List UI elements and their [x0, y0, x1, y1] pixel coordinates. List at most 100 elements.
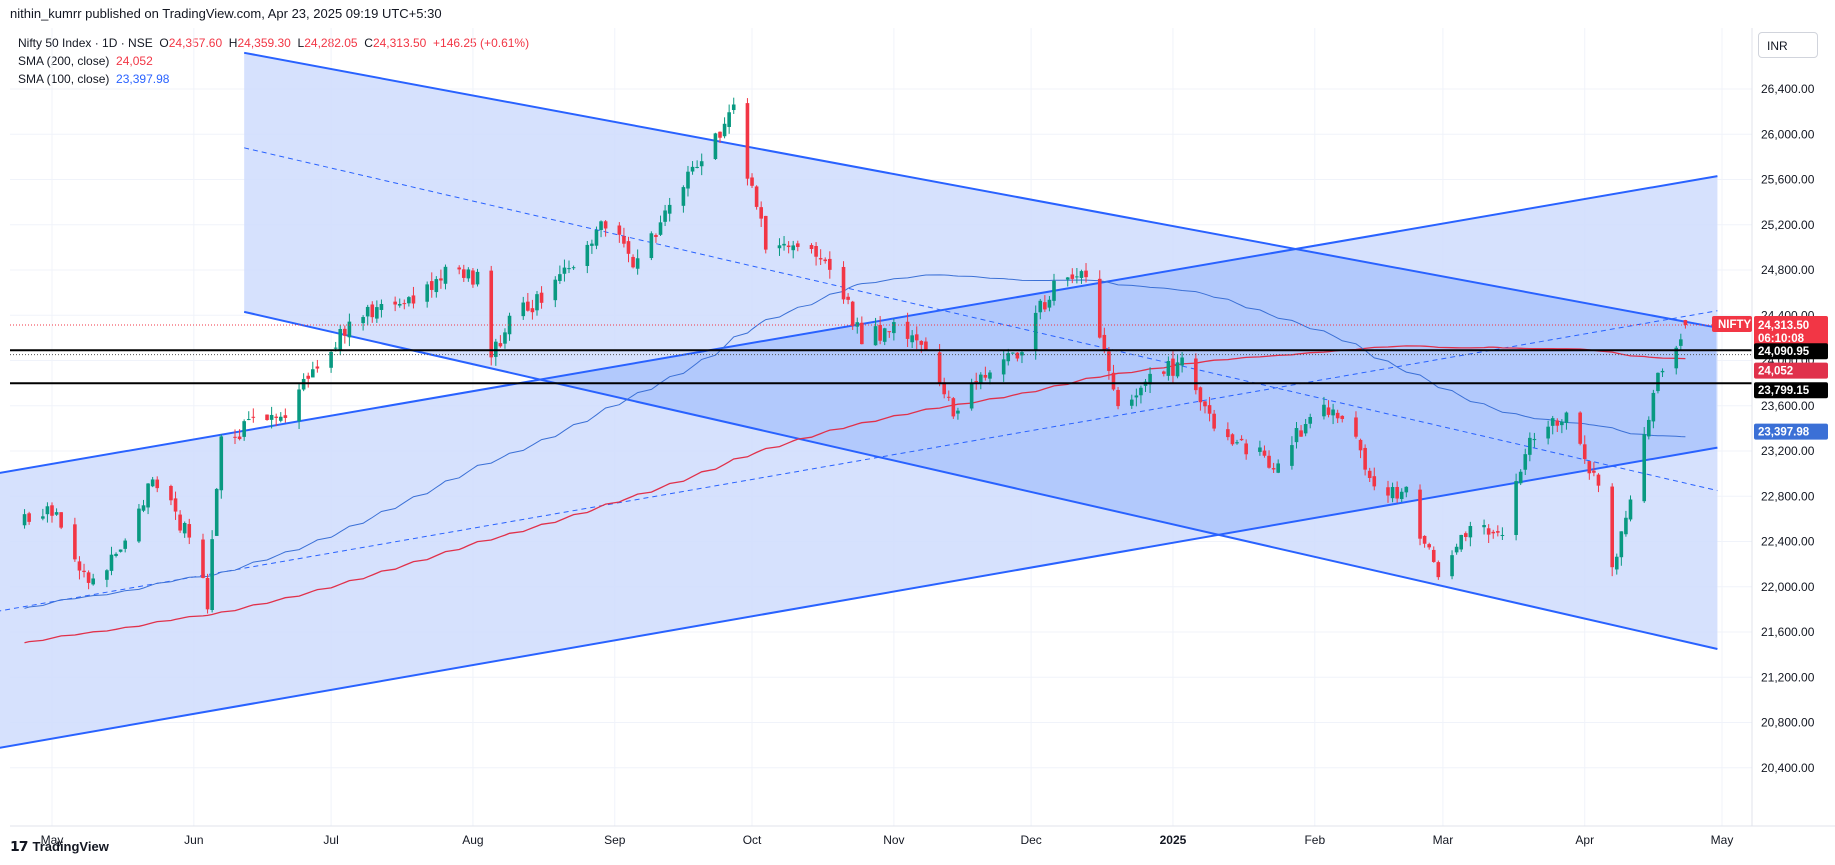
candle-down [526, 301, 530, 311]
ascending-lower-line [0, 446, 1718, 749]
candle-down [763, 215, 768, 250]
price-tick-label: 24,800.00 [1761, 263, 1815, 277]
candle-up [1129, 399, 1134, 406]
time-tick-label: Jul [323, 833, 338, 847]
candle-up [777, 245, 782, 249]
open-value: 24,357.60 [168, 36, 223, 50]
time-tick-label: Sep [604, 833, 626, 847]
candle-up [123, 540, 128, 549]
sma200-label: SMA (200, close) [18, 54, 110, 68]
candle-down [1207, 405, 1212, 414]
countdown-tag: 06:10:08 [1758, 333, 1805, 345]
candlesticks [22, 97, 1688, 614]
candle-up [969, 383, 974, 409]
candle-up [731, 104, 736, 111]
candle-down [617, 225, 622, 235]
candle-down [1386, 487, 1390, 496]
sma100-tag-bg [1754, 423, 1828, 440]
sma100-label: SMA (100, close) [18, 72, 110, 86]
legend-sma100-row[interactable]: SMA (100, close) 23,397.98 [18, 70, 529, 88]
candle-up [41, 516, 45, 519]
candle-up [443, 266, 448, 284]
candle-up [54, 512, 59, 515]
candle-down [1427, 544, 1431, 548]
candle-down [1198, 387, 1203, 403]
candle-down [1267, 455, 1271, 468]
candle-up [1148, 373, 1152, 385]
time-axis[interactable]: May Jun Jul Aug Sep Oct Nov Dec 2025 Feb Mar Apr May [10, 825, 1835, 847]
candle-up [599, 221, 603, 230]
candle-down [82, 570, 86, 573]
candle-up [978, 374, 983, 384]
candle-down [539, 292, 544, 303]
candle-down [1463, 533, 1468, 537]
candle-down [1596, 474, 1601, 486]
high-value: 24,359.30 [237, 36, 291, 50]
footer-brand[interactable]: 𝟭𝟳 TradingView [10, 838, 109, 855]
level-2-tag-bg [1754, 382, 1828, 399]
candle-down [1226, 429, 1230, 438]
candle-up [1482, 525, 1486, 528]
candle-up [1674, 347, 1679, 369]
candle-up [22, 514, 27, 526]
candle-down [306, 375, 311, 379]
candle-down [1486, 528, 1491, 535]
time-tick-label: Oct [743, 833, 762, 847]
candle-up [109, 554, 114, 571]
candle-down [201, 539, 205, 578]
candle-up [658, 222, 663, 235]
candle-down [878, 324, 882, 341]
legend-sma200-row[interactable]: SMA (200, close) 24,052 [18, 52, 529, 70]
moving-averages [24, 274, 1686, 644]
candle-down [77, 561, 82, 571]
high-key: H [228, 36, 238, 50]
candle-down [622, 236, 626, 244]
candle-up [301, 378, 306, 390]
tradingview-logo-icon: 𝟭𝟳 [10, 838, 29, 854]
candle-down [461, 269, 466, 278]
candle-down [1015, 352, 1020, 359]
candle-up [1560, 421, 1564, 426]
candle-up [1065, 277, 1070, 280]
candle-down [59, 512, 63, 528]
candle-up [558, 274, 562, 281]
candle-up [667, 204, 672, 214]
candle-down [1171, 358, 1175, 376]
price-tick-label: 20,400.00 [1761, 761, 1815, 775]
candle-down [1354, 417, 1358, 437]
candle-down [1244, 443, 1248, 455]
candle-up [1454, 546, 1459, 553]
candle-up [45, 506, 50, 515]
descending-mid-line [244, 147, 1718, 492]
candle-down [489, 270, 494, 358]
price-tick-label: 21,600.00 [1761, 625, 1815, 639]
top-bar: nithin_kumrr published on TradingView.co… [0, 0, 1835, 28]
candle-up [1235, 442, 1239, 444]
candle-down [828, 258, 832, 270]
price-axis[interactable]: 26,400.00 26,000.00 25,600.00 25,200.00 24,8… [1751, 28, 1815, 826]
candle-down [814, 246, 818, 257]
candle-down [1496, 531, 1500, 533]
time-tick-label: Nov [883, 833, 904, 847]
candle-down [1436, 562, 1441, 578]
candle-down [1107, 351, 1111, 371]
trend-channels [0, 51, 1718, 749]
candle-up [1079, 271, 1084, 278]
candle-up [1166, 361, 1171, 376]
candle-down [946, 396, 951, 398]
candle-up [503, 332, 507, 344]
candle-down [1363, 447, 1367, 470]
candle-up [663, 210, 667, 222]
candle-up [329, 351, 333, 368]
candle-up [727, 112, 731, 127]
candle-down [754, 186, 759, 207]
candle-up [1646, 419, 1651, 437]
candle-down [654, 235, 658, 237]
candle-down [530, 308, 535, 313]
currency-button[interactable]: INR [1758, 32, 1818, 58]
candle-down [237, 436, 242, 440]
candle-down [1610, 486, 1614, 568]
last-price-tag: 24,313.50 [1758, 320, 1809, 332]
